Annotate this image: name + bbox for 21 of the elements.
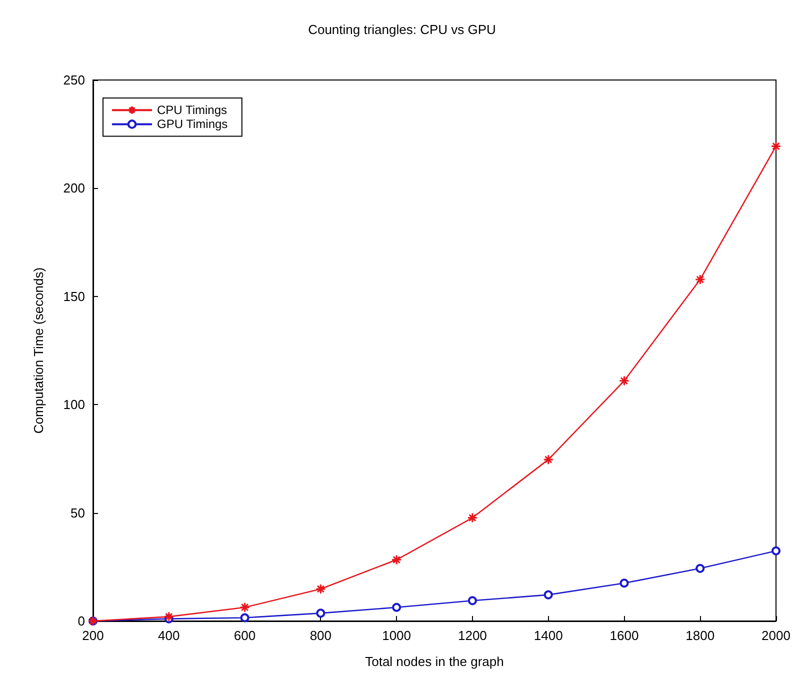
x-tick-label: 1800	[686, 628, 715, 643]
x-tick-label: 1600	[610, 628, 639, 643]
x-tick-label: 400	[158, 628, 180, 643]
x-tick-label: 1400	[534, 628, 563, 643]
legend-label: CPU Timings	[157, 103, 228, 118]
x-tick-label: 1000	[382, 628, 412, 643]
x-tick-label: 600	[234, 628, 256, 643]
y-tick-label: 50	[70, 505, 85, 520]
y-tick-label: 0	[78, 614, 85, 628]
y-tick-label: 150	[63, 288, 85, 304]
x-tick-label: 2000	[762, 628, 790, 643]
y-tick-label: 250	[63, 72, 85, 88]
legend-label: GPU Timings	[157, 117, 228, 132]
x-axis-title: Total nodes in the graph	[365, 654, 504, 669]
x-tick-label: 1200	[458, 628, 487, 643]
x-tick-label: 800	[310, 628, 332, 643]
y-tick-label: 200	[63, 180, 85, 196]
chart-title: Counting triangles: CPU vs GPU	[308, 22, 496, 37]
y-axis-title: Computation Time (seconds)	[31, 267, 46, 434]
y-tick-label: 100	[63, 397, 85, 412]
x-tick-label: 200	[82, 628, 104, 643]
